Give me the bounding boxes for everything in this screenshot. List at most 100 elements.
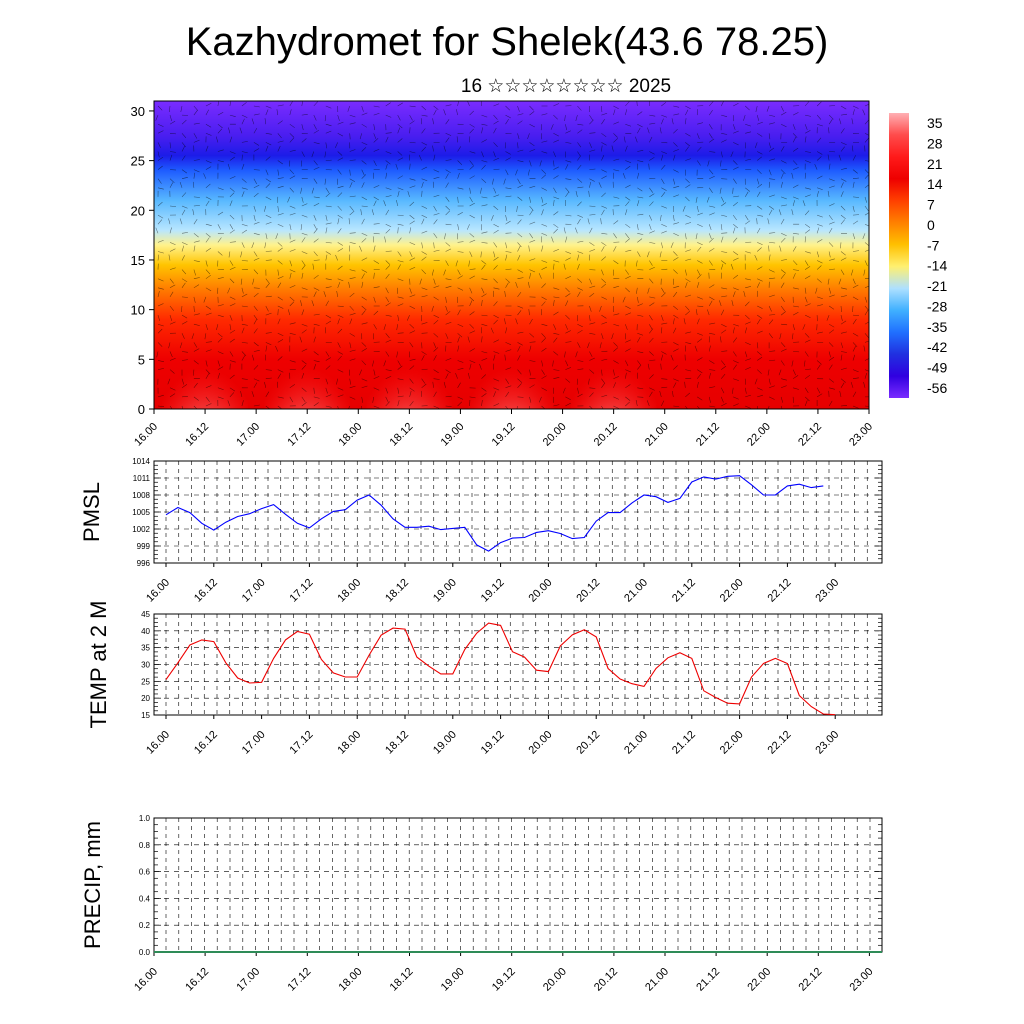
plot-layer: 0 5 10 15 20 25 30 16.00 16.12 17.00 17.12 18.00 18.… [79,100,947,994]
xtick-label: 18.12 [383,577,411,605]
ytick-label: 996 [137,559,151,568]
heatmap-xtick-label: 23.00 [847,421,875,449]
colorbar-label: -42 [927,339,947,355]
colorbar-label: -49 [927,360,947,376]
xtick-label: 18.12 [388,966,416,994]
xtick-label: 20.00 [541,966,569,994]
xtick-label: 17.12 [288,729,316,757]
xtick-label: 23.00 [813,729,841,757]
xtick-label: 18.00 [335,577,363,605]
xtick-label: 19.12 [479,729,507,757]
xtick-label: 21.00 [643,966,671,994]
colorbar-label: -21 [927,278,947,294]
xtick-label: 19.00 [439,966,467,994]
colorbar-label: -56 [927,380,947,396]
xtick-label: 21.12 [670,729,698,757]
xtick-label: 23.00 [813,577,841,605]
panel-ylabel: PMSL [79,482,104,542]
xtick-label: 16.00 [132,966,160,994]
panel-ylabel: TEMP at 2 M [86,601,111,729]
wind-barbs [155,101,869,409]
xtick-label: 17.12 [285,966,313,994]
ytick-label: 1002 [132,525,150,534]
wind-barb-paths [155,101,869,409]
heatmap-xtick-label: 18.00 [336,421,364,449]
xtick-label: 21.00 [622,729,650,757]
xtick-label: 16.12 [192,729,220,757]
heatmap-xtick-label: 19.12 [490,421,518,449]
ytick-label: 1005 [132,508,150,517]
heatmap-ytick-label: 20 [131,203,145,218]
chart-subtitle: 16 ☆☆☆☆☆☆☆☆ 2025 [461,76,671,97]
xtick-label: 22.00 [718,577,746,605]
ytick-label: 1011 [133,474,151,483]
xtick-label: 23.00 [848,966,876,994]
warm-dome-0 [162,325,248,409]
colorbar-label: 28 [927,135,943,151]
heatmap-ytick-label: 5 [138,352,145,367]
xtick-label: 18.12 [383,729,411,757]
heatmap-ytick-label: 0 [138,402,145,417]
xtick-label: 22.00 [718,729,746,757]
xtick-label: 19.12 [490,966,518,994]
heatmap-xtick-label: 16.00 [132,421,160,449]
heatmap-xtick-label: 20.00 [541,421,569,449]
xtick-label: 18.00 [335,729,363,757]
series-line [165,622,836,716]
xtick-label: 20.12 [574,577,602,605]
xtick-label: 20.00 [527,729,555,757]
xtick-label: 21.00 [622,577,650,605]
heatmap-ytick-label: 10 [131,303,145,318]
ytick-label: 1014 [132,457,150,466]
precip-panel: 0.0 0.2 0.4 0.6 0.8 1.0 PRECIP, mm 16.00 16.12 17… [80,814,883,994]
colorbar-label: 21 [927,156,943,172]
ytick-label: 0.4 [139,894,151,903]
ytick-label: 1008 [132,491,150,500]
ytick-label: 35 [141,644,150,653]
xtick-label: 19.00 [431,729,459,757]
xtick-label: 18.00 [337,966,365,994]
xtick-label: 16.12 [192,577,220,605]
xtick-label: 17.00 [240,577,268,605]
ytick-label: 0.2 [139,921,151,930]
xtick-label: 21.12 [670,577,698,605]
xtick-label: 16.00 [144,577,172,605]
heatmap-xtick-label: 16.12 [183,421,211,449]
xtick-label: 20.12 [592,966,620,994]
heatmap-ytick-label: 25 [131,154,145,169]
colorbar-label: -35 [927,319,947,335]
xtick-label: 22.12 [796,966,824,994]
xtick-label: 22.00 [745,966,773,994]
ytick-label: 25 [141,677,150,686]
heatmap-xtick-label: 18.12 [388,421,416,449]
heatmap-xtick-label: 17.12 [285,421,313,449]
colorbar-label: -14 [927,258,947,274]
ytick-label: 20 [141,694,150,703]
pmsl-panel: 996 999 1002 1005 1008 1011 1014 PMSL 16.00 16.12… [79,457,883,605]
ytick-label: 0.0 [139,948,151,957]
panel-ylabel: PRECIP, mm [80,821,105,949]
xtick-label: 17.00 [240,729,268,757]
colorbar-label: 35 [927,115,943,131]
ytick-label: 15 [141,711,150,720]
panel-frame [153,817,883,953]
xtick-label: 16.12 [183,966,211,994]
heatmap-ytick-label: 15 [131,253,145,268]
ytick-label: 40 [141,627,150,636]
xtick-label: 19.00 [431,577,459,605]
xtick-label: 20.12 [574,729,602,757]
heatmap-panel [154,101,869,409]
xtick-label: 22.12 [766,577,794,605]
xtick-label: 20.00 [527,577,555,605]
heatmap-xtick-label: 20.12 [592,421,620,449]
colorbar [889,113,909,398]
warm-dome-2 [366,325,453,409]
xtick-label: 19.12 [479,577,507,605]
colorbar-label: 7 [927,197,935,213]
heatmap-xtick-label: 21.00 [643,421,671,449]
xtick-label: 21.12 [694,966,722,994]
warm-dome-3 [468,325,555,409]
heatmap-xtick-label: 21.12 [694,421,722,449]
heatmap-xtick-label: 19.00 [439,421,467,449]
